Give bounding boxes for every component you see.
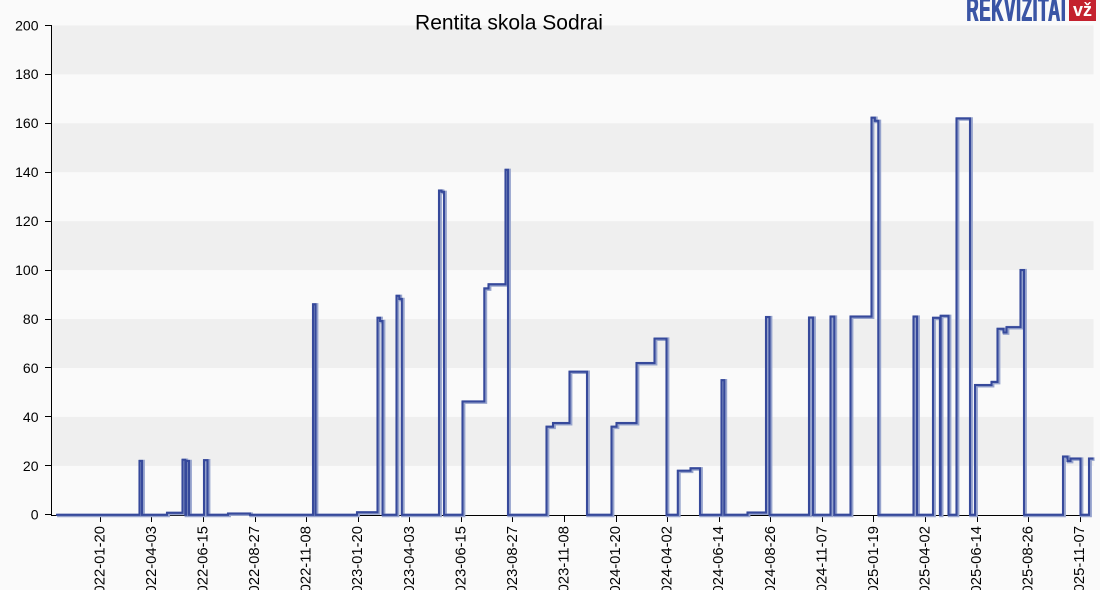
svg-text:2022-04-03: 2022-04-03 (144, 526, 160, 590)
svg-text:2022-11-08: 2022-11-08 (299, 526, 315, 590)
svg-text:2023-01-20: 2023-01-20 (350, 526, 366, 590)
svg-text:2022-01-20: 2022-01-20 (92, 526, 108, 590)
svg-text:60: 60 (23, 360, 39, 376)
svg-text:2024-08-26: 2024-08-26 (763, 526, 779, 590)
svg-text:2022-08-27: 2022-08-27 (247, 526, 263, 590)
svg-text:2024-01-20: 2024-01-20 (608, 526, 624, 590)
svg-text:Rentita skola Sodrai: Rentita skola Sodrai (415, 12, 603, 35)
svg-text:2025-11-07: 2025-11-07 (1072, 526, 1088, 590)
svg-text:2025-04-02: 2025-04-02 (917, 526, 933, 590)
svg-text:40: 40 (23, 409, 39, 425)
svg-text:2025-06-14: 2025-06-14 (969, 526, 985, 590)
svg-text:2023-11-08: 2023-11-08 (557, 526, 573, 590)
svg-text:2024-04-02: 2024-04-02 (660, 526, 676, 590)
svg-text:180: 180 (15, 66, 39, 82)
svg-text:2023-08-27: 2023-08-27 (505, 526, 521, 590)
svg-text:2025-01-19: 2025-01-19 (866, 526, 882, 590)
svg-text:100: 100 (15, 262, 39, 278)
svg-text:2023-04-03: 2023-04-03 (402, 526, 418, 590)
svg-text:2023-06-15: 2023-06-15 (453, 526, 469, 590)
svg-text:200: 200 (15, 17, 39, 33)
svg-text:0: 0 (31, 507, 39, 523)
svg-text:2024-11-07: 2024-11-07 (814, 526, 830, 590)
svg-text:20: 20 (23, 458, 39, 474)
svg-text:2025-08-26: 2025-08-26 (1021, 526, 1037, 590)
svg-text:160: 160 (15, 115, 39, 131)
svg-text:2024-06-14: 2024-06-14 (711, 526, 727, 590)
svg-text:2022-06-15: 2022-06-15 (196, 526, 212, 590)
svg-text:120: 120 (15, 213, 39, 229)
svg-text:140: 140 (15, 164, 39, 180)
svg-text:80: 80 (23, 311, 39, 327)
